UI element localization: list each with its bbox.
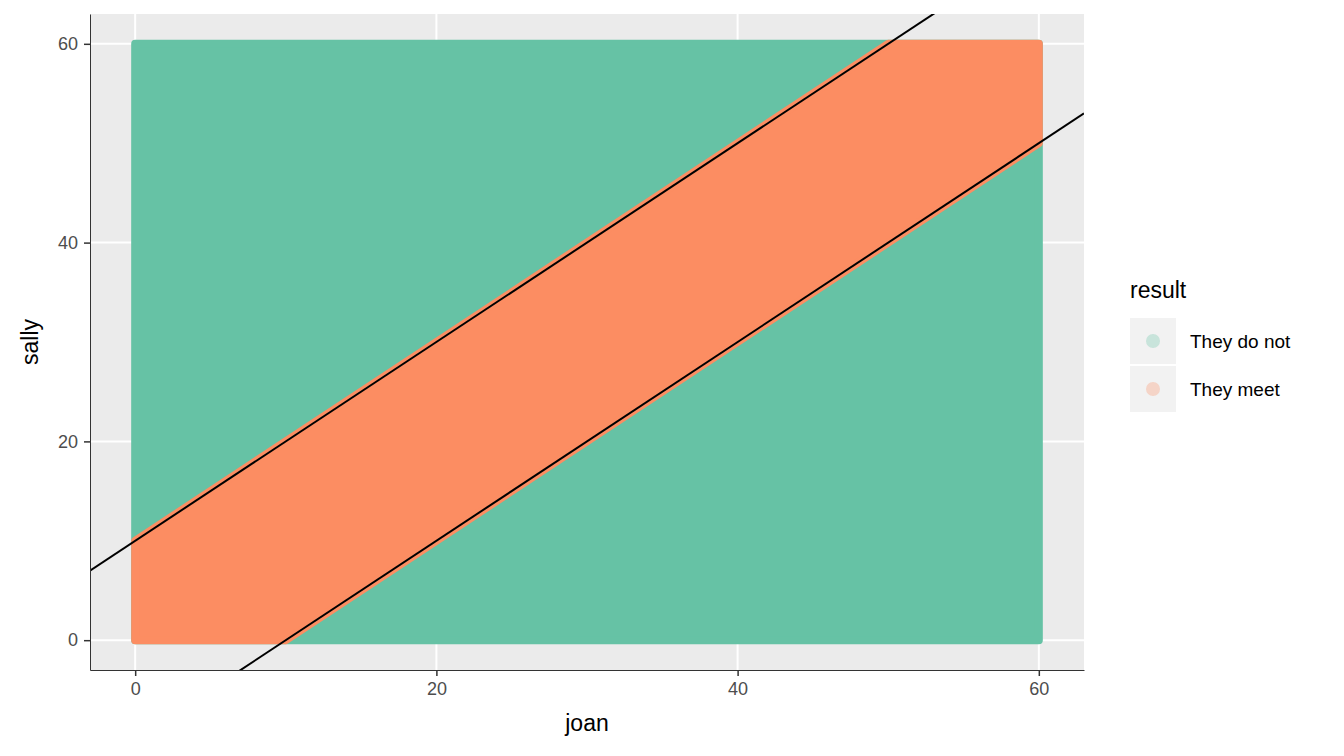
tick-mark — [84, 242, 90, 244]
legend-label: They do not — [1190, 331, 1291, 352]
reference-line — [90, 113, 1084, 670]
tick: 60 — [58, 34, 90, 54]
reference-line — [90, 14, 1084, 571]
tick-label: 0 — [68, 630, 78, 650]
axis-line — [90, 15, 91, 671]
tick-label: 40 — [58, 233, 78, 253]
region-polygon — [135, 44, 1039, 640]
axis-line — [91, 670, 1085, 671]
tick-mark — [737, 670, 739, 676]
tick-mark — [135, 670, 137, 676]
grid — [90, 14, 1084, 670]
legend-title: result — [1130, 277, 1187, 303]
x-axis-title: joan — [564, 710, 608, 736]
tick-label: 20 — [58, 432, 78, 452]
panel-background — [90, 14, 1084, 670]
tick-mark — [436, 670, 438, 676]
tick-label: 60 — [1029, 679, 1049, 699]
tick-label: 0 — [131, 679, 141, 699]
tick-mark — [1039, 670, 1041, 676]
legend-symbol — [1146, 382, 1160, 396]
tick-mark — [84, 44, 90, 46]
tick-label: 40 — [728, 679, 748, 699]
tick: 20 — [58, 432, 90, 452]
tick: 60 — [1029, 670, 1049, 699]
tick: 0 — [131, 670, 141, 699]
tick: 40 — [58, 233, 90, 253]
tick: 40 — [728, 670, 748, 699]
tick: 20 — [427, 670, 447, 699]
tick-mark — [84, 441, 90, 443]
legend-key — [1130, 366, 1176, 412]
tick-label: 20 — [427, 679, 447, 699]
chart-root: 0 20 40 60 0 20 40 60 joan sally result They do not… — [0, 0, 1344, 756]
marks — [90, 14, 1084, 670]
legend-symbol — [1146, 334, 1160, 348]
legend: result They do not They meet — [1130, 277, 1291, 412]
y-axis-title: sally — [17, 318, 43, 365]
tick-label: 60 — [58, 34, 78, 54]
x-axis: 0 20 40 60 — [91, 670, 1085, 699]
tick: 0 — [68, 630, 90, 650]
tick-mark — [84, 640, 90, 642]
y-axis: 0 20 40 60 — [58, 15, 91, 671]
region-polygon — [135, 44, 1039, 640]
legend-key — [1130, 318, 1176, 364]
legend-label: They meet — [1190, 379, 1280, 400]
